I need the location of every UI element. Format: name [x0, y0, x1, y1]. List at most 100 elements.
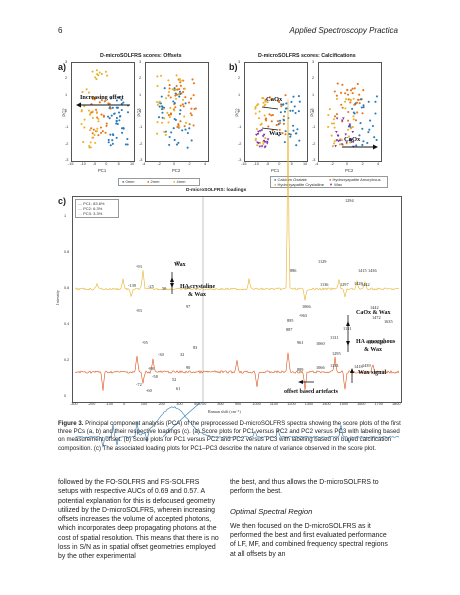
a2-x-tick: 0 — [173, 162, 176, 166]
scatter-point — [174, 106, 177, 109]
scatter-point — [265, 140, 269, 144]
scatter-point — [160, 95, 163, 98]
page-number: 6 — [58, 26, 63, 35]
b1-x-tick: -5 — [265, 162, 270, 166]
scatter-point — [190, 97, 193, 100]
scatter-point — [87, 109, 90, 112]
c-x-tick: 0 — [123, 402, 126, 406]
scatter-point — [91, 132, 94, 135]
scatter-point — [82, 140, 85, 143]
scatter-point — [255, 127, 258, 131]
peak-label: -93 — [136, 264, 142, 269]
peak-label: 52 — [172, 377, 177, 382]
scatter-point — [263, 104, 266, 108]
scatter-point — [340, 143, 344, 146]
scatter-point — [98, 71, 101, 74]
peak-label: 1297 — [340, 282, 349, 287]
scatter-point — [265, 119, 268, 122]
scatter-point — [264, 145, 267, 148]
scatter-point — [188, 127, 191, 130]
scatter-point — [346, 128, 350, 131]
c-x-tick: 300 — [176, 402, 183, 406]
c-y-tick: 0.4 — [64, 322, 70, 326]
b2-y-tick: 2 — [312, 76, 315, 81]
scatter-point — [373, 136, 376, 139]
scatter-point — [187, 101, 191, 104]
left-column-text: followed by the FO-SOLFRS and FS-SOLFRS … — [58, 479, 219, 561]
scatter-point — [347, 119, 350, 122]
peak-label: 1060 — [316, 341, 325, 346]
scatter-point — [351, 92, 354, 95]
scatter-point — [262, 133, 266, 137]
peak-label: 1436 — [368, 268, 377, 273]
a1-x-tick: 5 — [117, 162, 120, 166]
panel-c-legend: — PC1: 83.6% — PC2: 6.3% — PC3: 3.3% — [75, 199, 119, 218]
scatter-point — [289, 109, 292, 112]
scatter-point — [277, 134, 280, 137]
scatter-a1 — [80, 69, 130, 149]
peak-label: -25 — [148, 284, 154, 289]
scatter-point — [103, 100, 106, 103]
scatter-point — [345, 141, 348, 144]
a2-x-tick: 4 — [204, 162, 207, 166]
scatter-point — [332, 122, 336, 125]
scatter-point — [338, 143, 342, 146]
scatter-point — [336, 97, 339, 100]
scatter-point — [282, 115, 286, 118]
scatter-point — [340, 103, 343, 106]
scatter-point — [167, 90, 170, 94]
scatter-point — [280, 103, 283, 106]
a2-y-tick: -2 — [139, 141, 143, 146]
a2-x-tick: -2 — [157, 162, 161, 166]
scatter-point — [163, 130, 166, 133]
scatter-point — [113, 112, 116, 115]
scatter-point — [284, 130, 287, 133]
scatter-point — [115, 99, 118, 102]
scatter-point — [167, 94, 170, 97]
scatter-point — [191, 78, 194, 81]
scatter-point — [173, 102, 176, 105]
peak-label: -30 — [158, 352, 164, 357]
peak-label: 1439 — [362, 363, 371, 368]
legend-ha-crystalline: ● Hydroxyapatite Crystalline — [274, 182, 325, 187]
peak-label: 61 — [176, 386, 181, 391]
scatter-point — [175, 143, 179, 146]
scatter-point — [333, 126, 336, 129]
scatter-point — [270, 114, 273, 117]
peak-label: 1442 — [361, 282, 370, 287]
scatter-point — [349, 101, 352, 104]
legend-calcium-oxalate: ● Calcium Oxalate — [274, 177, 307, 182]
scatter-point — [174, 97, 178, 100]
scatter-point — [106, 115, 110, 118]
a1-x-tick: 0 — [105, 162, 108, 166]
b2-y-tick: -3 — [312, 158, 316, 162]
scatter-point — [179, 81, 182, 84]
b1-y-tick: -2 — [238, 141, 242, 146]
increasing-offset-label: Increasing offset — [80, 94, 124, 101]
scatter-point — [122, 126, 125, 130]
scatter-point — [170, 131, 173, 134]
scatter-point — [374, 112, 377, 115]
scatter-point — [158, 100, 161, 103]
scatter-point — [336, 82, 339, 85]
scatter-point — [181, 103, 184, 106]
scatter-point — [95, 108, 98, 111]
scatter-point — [121, 131, 124, 134]
loadings-svg — [74, 99, 400, 448]
scatter-point — [271, 114, 274, 117]
scatter-point — [115, 116, 118, 120]
peak-label: 1415 — [358, 268, 367, 273]
body-left-column: followed by the FO-SOLFRS and FS-SOLFRS … — [58, 478, 220, 562]
scatter-point — [95, 130, 98, 133]
peak-label: 1428 — [354, 281, 363, 286]
scatter-point — [186, 146, 189, 149]
b2-x-tick: -4 — [315, 162, 319, 166]
peak-label: 1131 — [330, 335, 339, 340]
scatter-point — [290, 100, 293, 104]
scatter-point — [351, 130, 355, 134]
scatter-point — [262, 142, 265, 146]
scatter-point — [257, 130, 260, 134]
peak-label: 887 — [286, 327, 293, 332]
scatter-point — [107, 138, 110, 141]
scatter-point — [104, 131, 107, 134]
